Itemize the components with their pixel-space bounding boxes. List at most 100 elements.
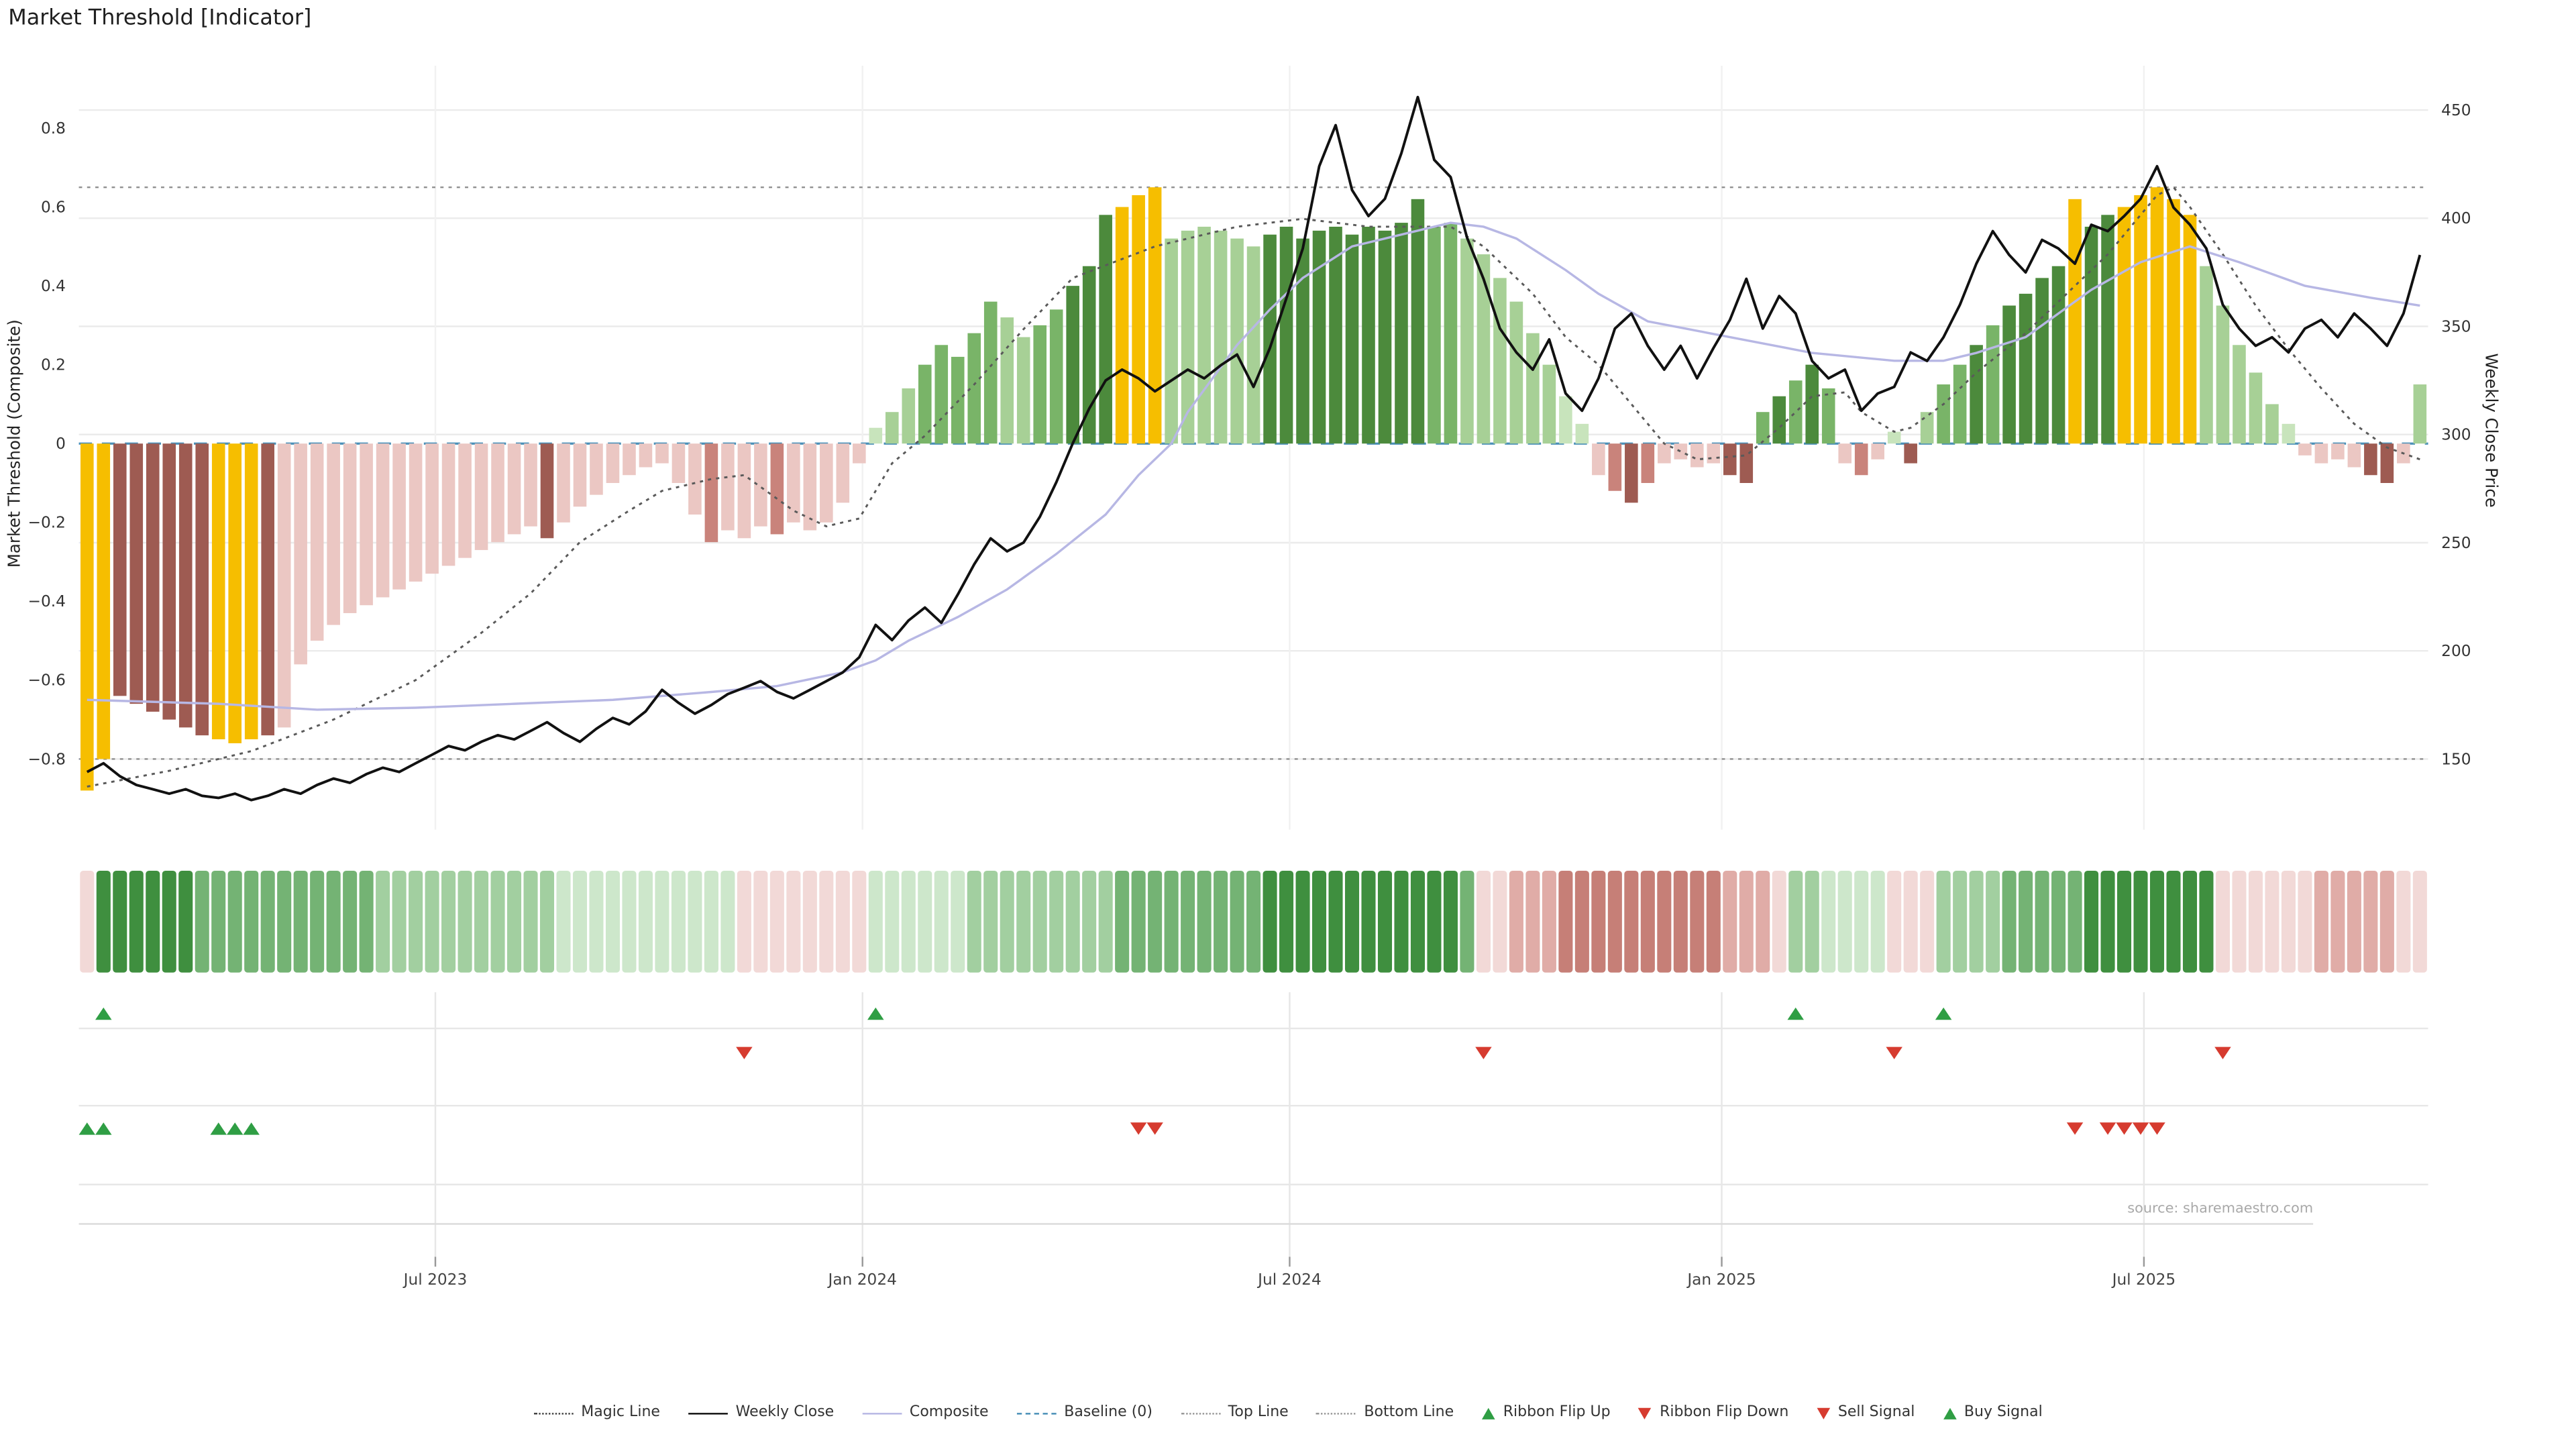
threshold-bar xyxy=(1460,238,1474,444)
threshold-bar xyxy=(540,443,554,539)
threshold-bar xyxy=(1246,246,1260,444)
legend-label: Weekly Close xyxy=(735,1404,835,1421)
threshold-bar xyxy=(1279,226,1293,444)
threshold-bar xyxy=(1016,337,1030,444)
threshold-bar xyxy=(853,443,866,464)
ribbon-cell xyxy=(1509,870,1523,973)
ribbon-cell xyxy=(1476,870,1491,973)
x-axis-tick-label: Jul 2023 xyxy=(402,1271,468,1289)
ribbon-flip-up-marker xyxy=(95,1007,112,1020)
buy-signal-marker xyxy=(95,1122,112,1135)
threshold-bar xyxy=(2150,187,2164,444)
threshold-bar xyxy=(228,443,242,743)
threshold-bar xyxy=(688,443,702,515)
threshold-bar xyxy=(967,333,981,444)
ribbon-cell xyxy=(146,870,160,973)
threshold-bar xyxy=(1148,187,1162,444)
threshold-bar xyxy=(1904,443,1917,464)
threshold-bar xyxy=(672,443,686,484)
legend-label: Top Line xyxy=(1228,1404,1289,1421)
threshold-bar xyxy=(458,443,472,558)
threshold-bar xyxy=(1542,364,1556,444)
legend-item-baseline-0-: Baseline (0) xyxy=(1016,1405,1152,1421)
threshold-bar xyxy=(441,443,455,566)
left-axis-tick-label: 0.4 xyxy=(41,277,66,295)
threshold-bar xyxy=(1132,195,1145,444)
ribbon-cell xyxy=(227,870,242,973)
ribbon-cell xyxy=(474,870,489,973)
right-axis-tick-label: 150 xyxy=(2441,750,2471,768)
dotted-line-icon xyxy=(533,1411,574,1414)
threshold-bar xyxy=(1723,443,1737,476)
ribbon-cell xyxy=(1903,870,1918,973)
ribbon-cell xyxy=(1410,870,1426,973)
ribbon-cell xyxy=(2199,870,2214,973)
right-axis-tick-label: 350 xyxy=(2441,317,2471,335)
threshold-bar xyxy=(1115,207,1129,444)
ribbon-cell xyxy=(1854,870,1869,973)
ribbon-cell xyxy=(605,870,621,973)
threshold-bar xyxy=(983,301,998,444)
ribbon-cell xyxy=(1065,870,1080,973)
threshold-bar xyxy=(1788,380,1803,444)
sell-signal-marker xyxy=(1146,1122,1163,1135)
ribbon-cell xyxy=(1361,870,1376,973)
threshold-bar xyxy=(2084,226,2098,444)
ribbon-cell xyxy=(655,870,669,973)
ribbon-flip-down-marker xyxy=(736,1046,753,1059)
right-axis-tick-label: 450 xyxy=(2441,101,2471,119)
composite-line xyxy=(87,221,2420,711)
right-axis-tick-label: 250 xyxy=(2441,534,2471,552)
ribbon-cell xyxy=(1870,870,1885,973)
sell-signal-marker xyxy=(2132,1122,2149,1135)
ribbon-cell xyxy=(1640,870,1655,973)
threshold-bar xyxy=(1329,226,1342,444)
left-axis-tick-label: −0.2 xyxy=(28,514,65,532)
x-axis-tick-label: Jul 2025 xyxy=(2111,1271,2176,1289)
triangle-down-icon xyxy=(1638,1407,1652,1419)
threshold-bar xyxy=(590,443,603,495)
threshold-bar xyxy=(1296,238,1309,444)
ribbon-cell xyxy=(2314,870,2328,973)
legend-label: Composite xyxy=(909,1404,989,1421)
ribbon-cell xyxy=(1542,870,1556,973)
ribbon-flip-down-marker xyxy=(1475,1046,1492,1059)
ribbon-cell xyxy=(638,870,653,973)
threshold-bar xyxy=(606,443,620,484)
ribbon-cell xyxy=(1082,870,1097,973)
threshold-bar xyxy=(244,443,258,740)
threshold-bar xyxy=(1066,286,1079,444)
solid-line-icon xyxy=(688,1411,728,1414)
ribbon-cell xyxy=(2149,870,2165,973)
threshold-bar xyxy=(1707,443,1721,464)
threshold-bar xyxy=(869,427,883,444)
threshold-bar xyxy=(1674,443,1688,460)
ribbon-cell xyxy=(2117,870,2132,973)
ribbon-cell xyxy=(1279,870,1294,973)
threshold-bar xyxy=(195,443,209,736)
threshold-bar xyxy=(376,443,390,598)
threshold-bar xyxy=(2347,443,2361,468)
threshold-bar xyxy=(392,443,406,590)
threshold-bar xyxy=(655,443,669,464)
ribbon-cell xyxy=(1312,870,1327,973)
ribbon-cell xyxy=(1607,870,1622,973)
dotted-line-icon xyxy=(1316,1411,1356,1414)
threshold-bar xyxy=(1920,412,1934,444)
ribbon-cell xyxy=(2330,870,2345,973)
ribbon-cell xyxy=(1525,870,1540,973)
threshold-bar xyxy=(2331,443,2345,460)
ribbon-cell xyxy=(1788,870,1803,973)
threshold-bar xyxy=(261,443,274,736)
ribbon-flip-down-marker xyxy=(2214,1046,2231,1059)
ribbon-cell xyxy=(260,870,275,973)
ribbon-flip-up-marker xyxy=(1787,1007,1804,1020)
ribbon-cell xyxy=(2379,870,2394,973)
triangle-down-icon xyxy=(1817,1407,1830,1419)
ribbon-cell xyxy=(2281,870,2296,973)
ribbon-cell xyxy=(409,870,423,973)
ribbon-cell xyxy=(688,870,702,973)
threshold-bar xyxy=(2167,199,2180,444)
threshold-bar xyxy=(2068,199,2082,444)
